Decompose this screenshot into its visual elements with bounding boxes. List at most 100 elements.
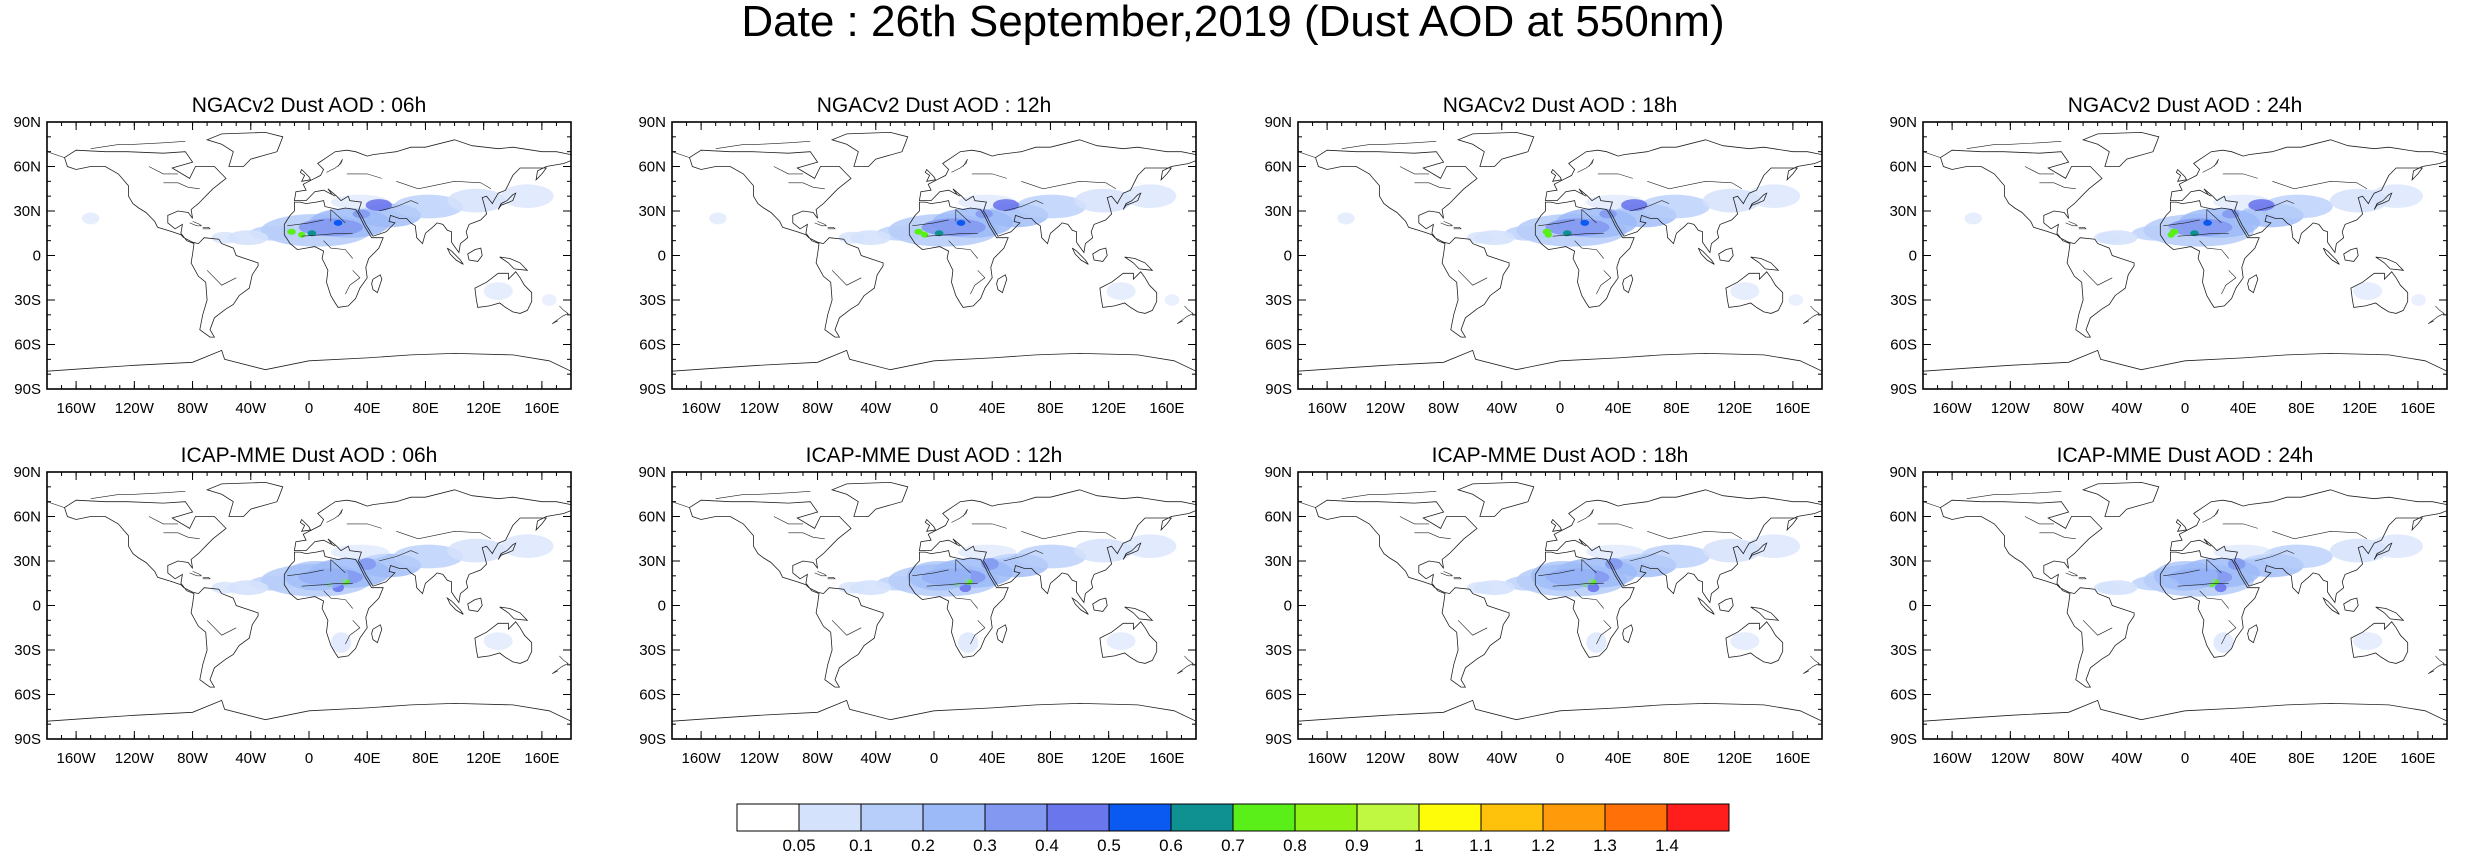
border-line xyxy=(202,576,211,580)
dust-aod-patch xyxy=(284,561,349,591)
coastline xyxy=(1550,518,1563,532)
lon-tick-label: 40W xyxy=(1486,400,1518,417)
border-line xyxy=(1341,141,1437,149)
coastline xyxy=(2169,139,2447,254)
coastlines xyxy=(1298,481,1822,739)
lon-tick-label: 40E xyxy=(979,750,1006,767)
lon-tick-label: 80W xyxy=(2053,400,2085,417)
coastline xyxy=(2350,621,2409,664)
lat-tick-label: 60S xyxy=(1265,337,1292,354)
border-line xyxy=(970,270,986,295)
lon-tick-label: 0 xyxy=(2181,750,2189,767)
lat-tick-label: 90S xyxy=(639,731,666,748)
lon-tick-label: 160W xyxy=(682,400,722,417)
lon-tick-label: 80E xyxy=(1663,400,1690,417)
dust-aod-patch xyxy=(2213,544,2272,560)
coastline xyxy=(299,168,312,182)
coastline xyxy=(1940,499,2135,688)
colorbar-label: 0.05 xyxy=(782,836,815,854)
border-line xyxy=(1581,558,1597,574)
border-line xyxy=(206,270,237,286)
coastline xyxy=(1718,247,1734,262)
border-line xyxy=(2254,550,2295,562)
map-panel: 90N 60N 30N 0 30S 60S 90S 160W 120W 80W 40W 0 40E 80E… xyxy=(13,94,572,417)
dust-aod-patch xyxy=(1747,534,1801,559)
colorbar-swatch xyxy=(1108,803,1172,832)
lon-tick-label: 0 xyxy=(305,400,313,417)
dust-aod-patch xyxy=(2153,561,2218,591)
coastline xyxy=(2373,542,2393,560)
lat-tick-label: 60S xyxy=(1890,337,1917,354)
coastline xyxy=(1099,621,1158,664)
coastline xyxy=(2159,550,2260,658)
dust-aod-patch xyxy=(914,228,924,235)
coastline xyxy=(1124,606,1154,621)
lon-tick-label: 160E xyxy=(1149,750,1184,767)
panel-title: ICAP-MME Dust AOD : 06h xyxy=(181,444,438,467)
border-line xyxy=(2272,530,2368,540)
colorbar-label: 1 xyxy=(1414,836,1423,854)
colorbar-swatch xyxy=(736,803,800,832)
coastline xyxy=(1697,596,1715,615)
map-panel: 90N 60N 30N 0 30S 60S 90S 160W 120W 80W 40W 0 40E 80E… xyxy=(1889,444,2448,767)
dust-aod-patch xyxy=(838,231,865,244)
coastline xyxy=(299,518,312,532)
border-line xyxy=(912,219,949,227)
coastline xyxy=(1940,149,2135,338)
dust-aod-patch xyxy=(1730,632,1760,650)
dust-aod-patch xyxy=(1106,282,1136,300)
panel-title: NGACv2 Dust AOD : 24h xyxy=(2068,94,2303,117)
border-line xyxy=(1966,141,2062,149)
lat-tick-label: 90N xyxy=(1264,464,1292,481)
coastline xyxy=(1622,624,1634,644)
lon-tick-label: 120W xyxy=(115,750,155,767)
lat-tick-label: 60N xyxy=(1264,509,1292,526)
coastline xyxy=(371,624,383,644)
border-line xyxy=(1574,240,1604,259)
border-line xyxy=(1629,550,1670,562)
border-line xyxy=(1597,173,1633,179)
coastline xyxy=(2343,597,2359,612)
border-line xyxy=(1440,221,1454,227)
coastline xyxy=(1748,192,1768,210)
dust-aod-patch xyxy=(1621,199,1648,211)
lon-tick-label: 80W xyxy=(2053,750,2085,767)
border-line xyxy=(1802,655,1820,674)
border-line xyxy=(2254,200,2295,212)
border-line xyxy=(955,208,971,224)
colorbar-label: 0.3 xyxy=(973,836,997,854)
lat-tick-label: 60N xyxy=(638,509,666,526)
border-line xyxy=(2024,166,2054,175)
border-line xyxy=(2206,558,2222,574)
lon-tick-label: 160E xyxy=(524,750,559,767)
coastline xyxy=(499,256,529,271)
dust-aod-patch xyxy=(287,228,296,235)
coastline xyxy=(2375,606,2405,621)
border-line xyxy=(396,530,492,540)
dust-field xyxy=(81,184,557,306)
map-frame-bg xyxy=(1298,472,1822,739)
dust-aod-patch xyxy=(81,212,100,225)
lat-tick-label: 90N xyxy=(638,114,666,131)
border-line xyxy=(814,221,828,227)
coastline xyxy=(1122,192,1142,210)
colorbar-swatch xyxy=(1356,803,1420,832)
lat-tick-label: 0 xyxy=(33,248,41,265)
map-panel: 90N 60N 30N 0 30S 60S 90S 160W 120W 80W 40W 0 40E 80E… xyxy=(1264,94,1823,417)
map-frame-bg xyxy=(1923,122,2447,389)
border-line xyxy=(189,221,203,227)
dust-aod-patch xyxy=(1788,294,1804,306)
border-line xyxy=(1538,219,1575,227)
coastline xyxy=(908,550,1009,658)
lat-tick-label: 60N xyxy=(638,159,666,176)
dust-aod-patch xyxy=(483,632,513,650)
coastline xyxy=(2322,596,2340,615)
coastline xyxy=(205,481,284,517)
coastline xyxy=(2175,168,2188,182)
lat-tick-label: 30N xyxy=(1264,553,1292,570)
dust-aod-patch xyxy=(709,212,727,225)
dust-aod-patch xyxy=(1580,219,1590,226)
border-line xyxy=(1440,571,1454,577)
border-line xyxy=(2039,532,2076,540)
border-line xyxy=(2427,655,2445,674)
